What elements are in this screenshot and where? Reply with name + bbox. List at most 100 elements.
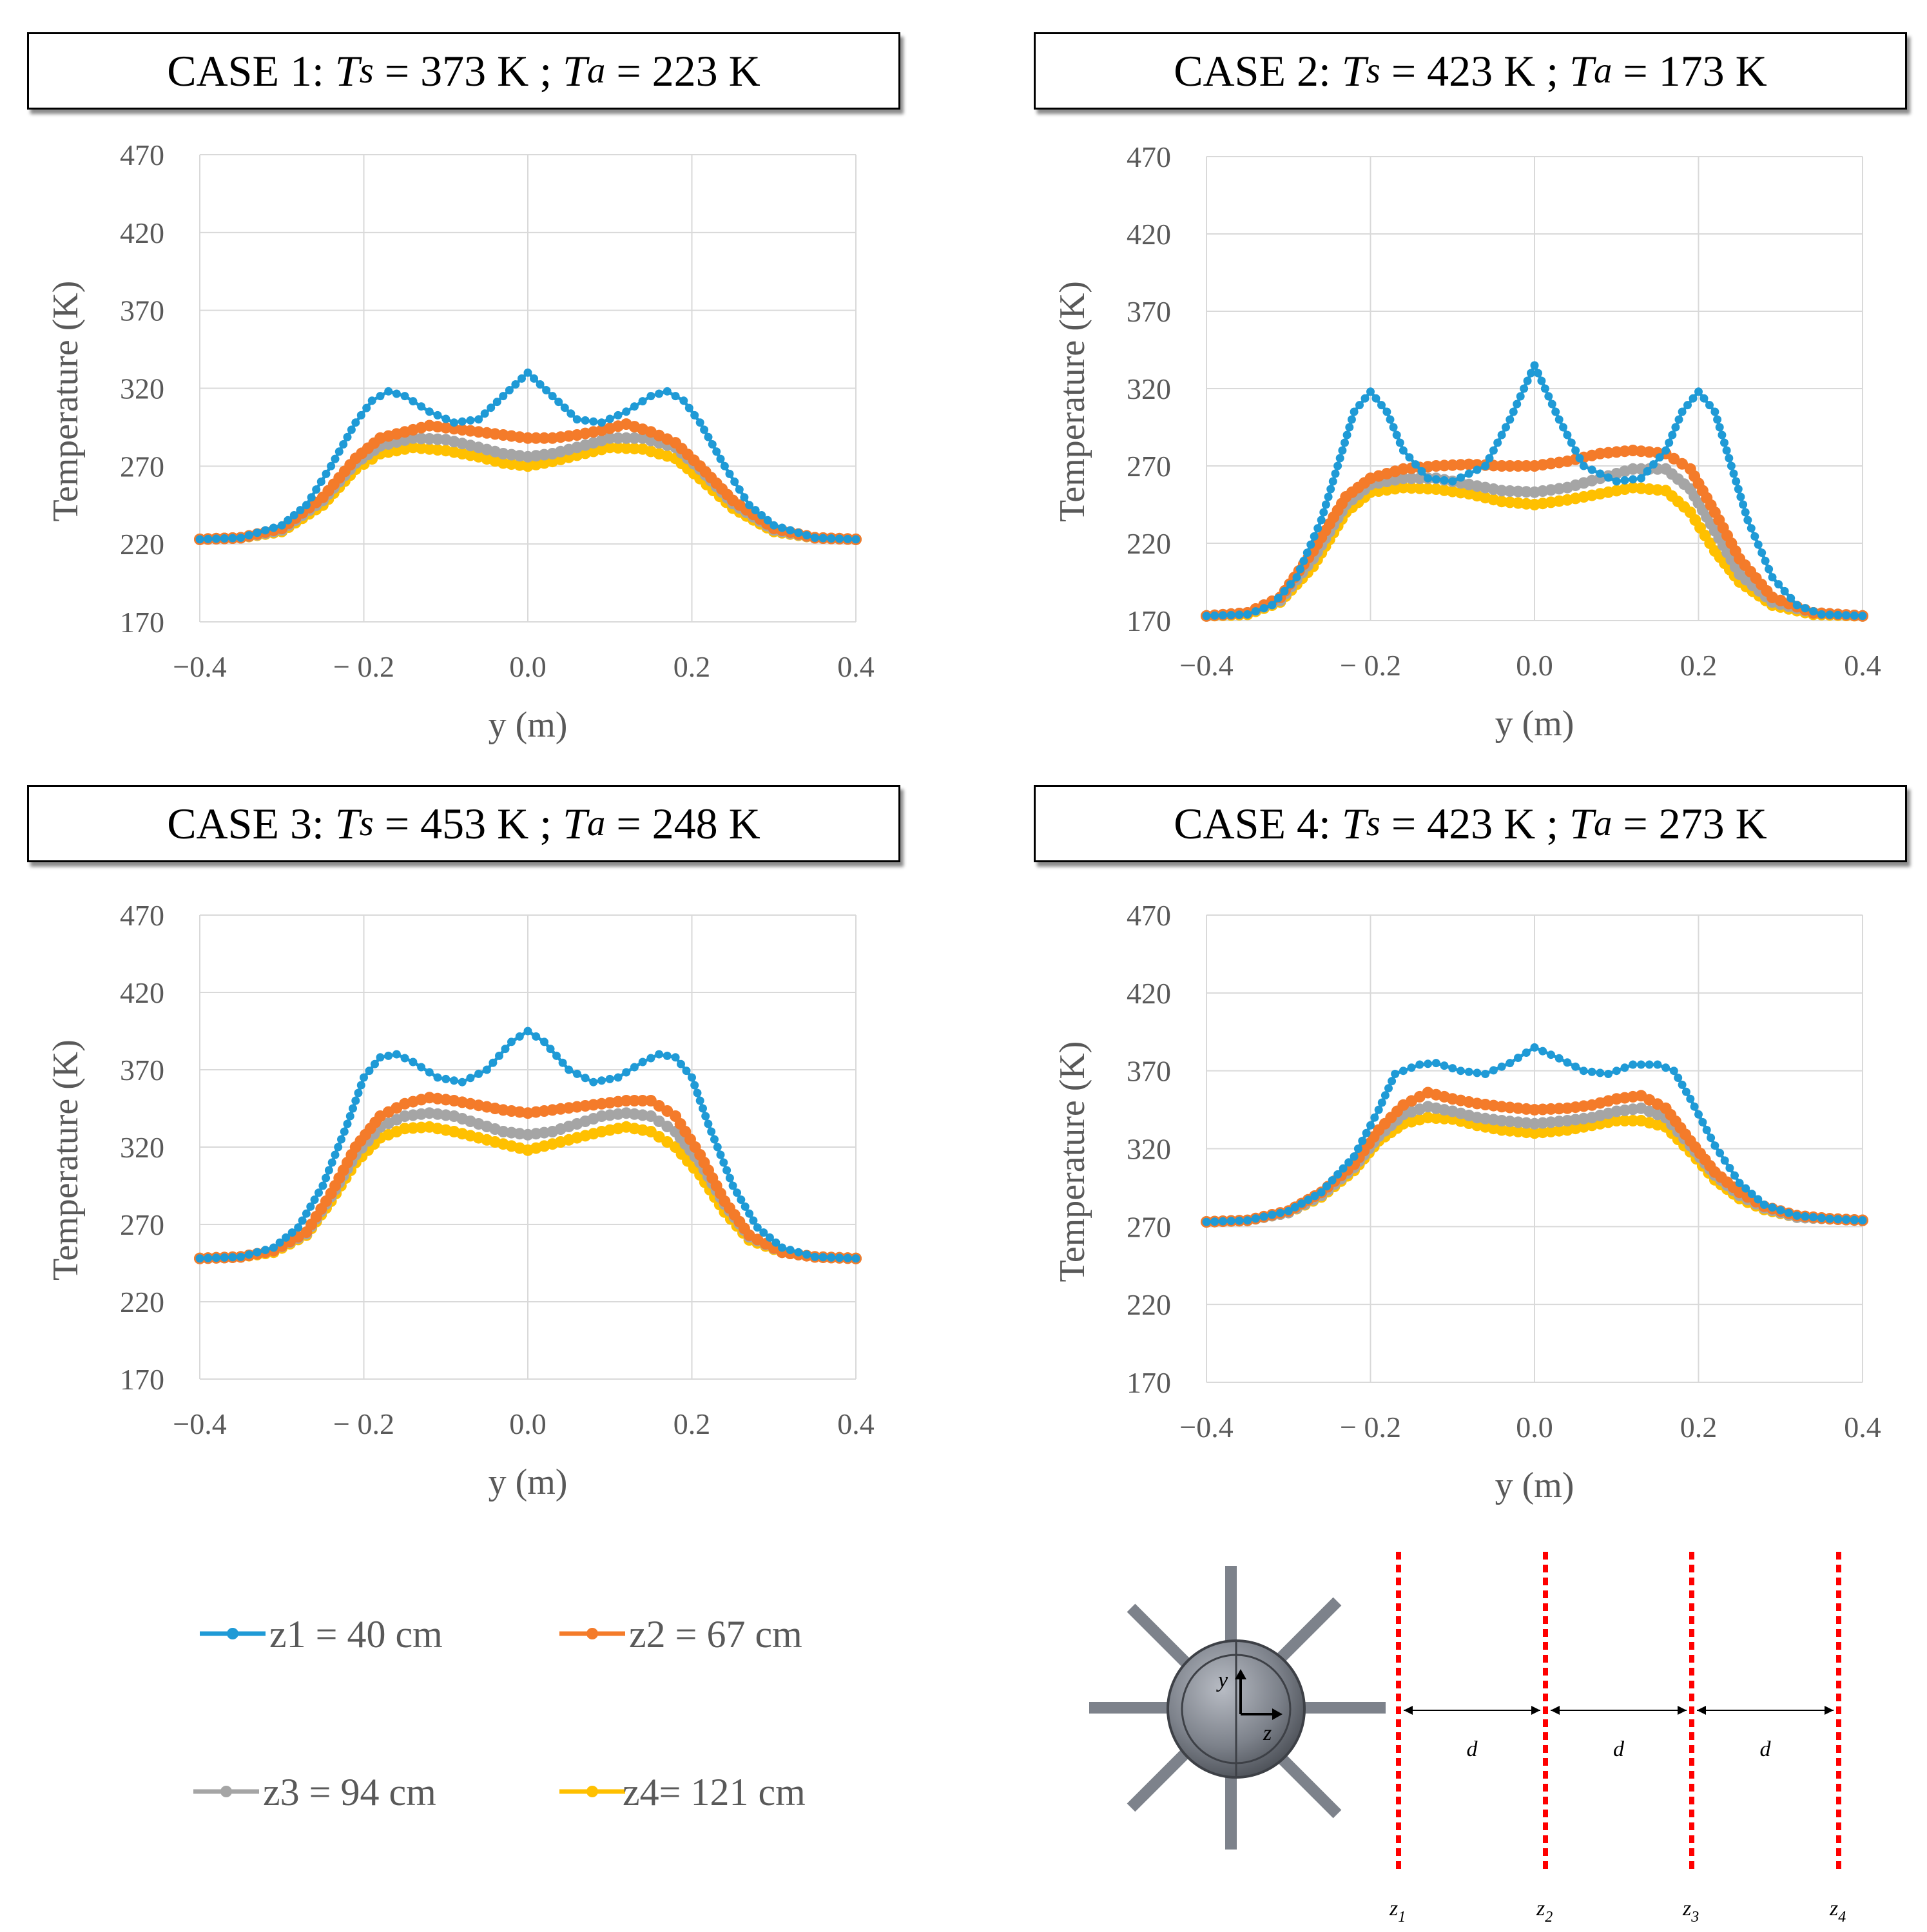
point-z2 <box>538 432 550 444</box>
point-z1 <box>794 1248 803 1257</box>
point-z1 <box>1727 461 1736 470</box>
point-z3 <box>620 432 632 444</box>
point-z1 <box>343 1119 352 1128</box>
x-axis-label: y (m) <box>1495 704 1574 744</box>
point-z1 <box>1380 1091 1390 1100</box>
point-z1 <box>532 1032 541 1041</box>
point-z1 <box>749 1216 758 1225</box>
y-tick-label: 420 <box>1127 218 1171 251</box>
series-z1 <box>1202 1043 1867 1226</box>
point-z1 <box>730 478 739 486</box>
point-z1 <box>1563 430 1572 440</box>
x-axis-label: y (m) <box>489 1462 568 1502</box>
point-z1 <box>1377 401 1386 410</box>
point-z4 <box>399 1123 411 1135</box>
point-z1 <box>713 1143 722 1152</box>
point-z1 <box>466 416 475 425</box>
point-z1 <box>1415 1060 1424 1069</box>
point-z1 <box>1226 1217 1235 1226</box>
charts-layer: 170 220 270 320 370 420 470 −0.4 − 0.2 0.0 0.2 0.4 y… <box>46 139 1881 1505</box>
point-z1 <box>327 1158 336 1167</box>
point-z1 <box>1407 1063 1416 1072</box>
point-z1 <box>367 396 376 405</box>
x-tick-label: 0.4 <box>1844 649 1881 682</box>
point-z1 <box>695 1096 704 1105</box>
point-z1 <box>1540 384 1549 393</box>
point-z1 <box>433 1073 442 1082</box>
point-z1 <box>294 1223 303 1232</box>
point-z1 <box>282 1233 291 1242</box>
point-z1 <box>1636 474 1645 483</box>
point-z1 <box>482 1065 491 1074</box>
point-z1 <box>425 1068 434 1077</box>
x-tick-label: − 0.2 <box>333 650 394 683</box>
point-z1 <box>340 1127 349 1136</box>
point-z1 <box>1716 1148 1725 1157</box>
point-z1 <box>677 1059 685 1068</box>
point-z1 <box>1424 474 1433 483</box>
point-z3 <box>407 432 419 444</box>
point-z1 <box>302 1209 311 1218</box>
point-z1 <box>1481 461 1490 470</box>
point-z1 <box>536 380 545 389</box>
plane-label-sub: 2 <box>1545 1909 1553 1926</box>
point-z1 <box>1629 1060 1638 1069</box>
point-z1 <box>1575 454 1584 463</box>
point-z1 <box>1523 376 1532 385</box>
legend: z1 = 40 cm z2 = 67 cm z3 = 94 cm z4= 121… <box>193 1613 806 1813</box>
point-z1 <box>237 534 246 542</box>
z-axis-label: z <box>1263 1721 1272 1745</box>
point-z1 <box>1661 1063 1670 1072</box>
point-z1 <box>1522 1048 1531 1057</box>
y-tick-label: 220 <box>1127 1288 1171 1321</box>
point-z1 <box>253 528 262 537</box>
point-z1 <box>540 1038 548 1047</box>
point-z1 <box>331 454 340 463</box>
point-z2 <box>1455 459 1467 471</box>
point-z1 <box>511 380 520 389</box>
point-z1 <box>1440 1061 1449 1070</box>
point-z2 <box>1446 459 1458 471</box>
spacing-label: d <box>1760 1737 1772 1761</box>
point-z1 <box>802 531 811 540</box>
point-z1 <box>354 1088 363 1097</box>
point-z1 <box>682 1067 691 1076</box>
point-z1 <box>1686 1094 1695 1103</box>
y-tick-label: 470 <box>1127 140 1171 173</box>
point-z1 <box>441 1074 450 1083</box>
y-tick-label: 170 <box>1127 604 1171 637</box>
point-z1 <box>1571 446 1580 455</box>
point-z1 <box>1725 1164 1734 1172</box>
legend-label-z1: z1 = 40 cm <box>269 1613 443 1656</box>
point-z1 <box>1842 611 1851 620</box>
x-tick-label: −0.4 <box>173 1407 226 1440</box>
point-z1 <box>759 1228 768 1237</box>
y-tick-label: 470 <box>1127 899 1171 932</box>
point-z1 <box>605 414 614 423</box>
point-z1 <box>1768 573 1777 582</box>
point-z1 <box>1306 540 1315 549</box>
point-z2 <box>530 432 542 444</box>
point-z2 <box>1438 459 1450 472</box>
point-z1 <box>307 493 316 502</box>
point-z1 <box>810 534 819 542</box>
point-z1 <box>1620 1063 1629 1072</box>
point-z1 <box>204 1253 213 1262</box>
point-z1 <box>1722 446 1731 455</box>
point-z1 <box>1554 415 1564 424</box>
point-z1 <box>523 368 532 377</box>
point-z1 <box>765 1233 774 1242</box>
point-z1 <box>554 398 563 407</box>
point-z1 <box>1326 485 1335 494</box>
point-z1 <box>312 485 321 494</box>
point-z1 <box>1388 1077 1397 1086</box>
point-z1 <box>1678 407 1687 416</box>
point-z1 <box>1273 594 1283 603</box>
point-z1 <box>737 1195 746 1204</box>
point-z2 <box>1668 452 1680 465</box>
point-z1 <box>450 1076 458 1085</box>
point-z1 <box>671 1053 680 1062</box>
point-z1 <box>655 389 664 398</box>
legend-entry-z3: z3 = 94 cm <box>193 1771 436 1813</box>
